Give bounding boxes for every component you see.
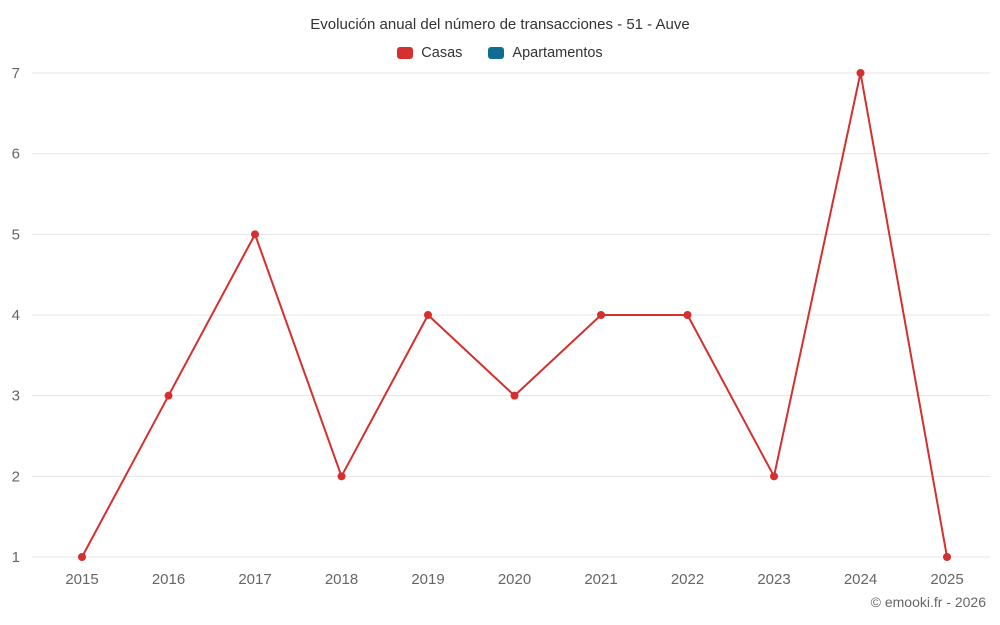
x-axis-label: 2024	[844, 571, 877, 588]
legend-label-casas: Casas	[421, 45, 463, 61]
x-axis-label: 2016	[152, 571, 185, 588]
x-axis-label: 2019	[411, 571, 444, 588]
legend-item-apartamentos[interactable]: Apartamentos	[488, 45, 603, 61]
data-point-casas-2018[interactable]	[337, 472, 346, 481]
y-axis-label: 5	[12, 226, 20, 243]
y-axis-label: 2	[12, 468, 20, 485]
data-point-casas-2020[interactable]	[510, 391, 519, 400]
y-axis-label: 7	[12, 65, 20, 82]
data-point-casas-2021[interactable]	[597, 311, 605, 319]
legend-item-casas[interactable]: Casas	[397, 45, 462, 61]
chart-title: Evolución anual del número de transaccio…	[310, 16, 690, 33]
x-axis-label: 2017	[238, 571, 271, 588]
x-axis-label: 2020	[498, 571, 531, 588]
data-point-casas-2017[interactable]	[251, 230, 259, 239]
copyright: © emooki.fr - 2026	[870, 594, 986, 610]
data-point-casas-2024[interactable]	[856, 69, 865, 77]
data-point-casas-2023[interactable]	[770, 472, 778, 481]
legend-label-apartamentos: Apartamentos	[512, 45, 603, 61]
data-point-casas-2022[interactable]	[683, 311, 692, 319]
data-point-casas-2016[interactable]	[164, 391, 173, 400]
data-point-casas-2025[interactable]	[943, 553, 951, 561]
y-axis-label: 3	[12, 388, 20, 405]
y-axis-label: 1	[12, 549, 20, 566]
y-axis-label: 4	[12, 307, 20, 324]
legend: Casas Apartamentos	[0, 45, 1000, 61]
x-axis-label: 2018	[325, 571, 358, 588]
data-point-casas-2015[interactable]	[78, 553, 86, 561]
y-axis-label: 6	[12, 146, 20, 163]
x-axis-label: 2023	[757, 571, 790, 588]
x-axis-label: 2025	[930, 571, 963, 588]
x-axis-label: 2021	[584, 571, 617, 588]
legend-swatch-apartamentos	[488, 47, 505, 59]
data-point-casas-2019[interactable]	[424, 311, 432, 319]
x-axis-label: 2022	[671, 571, 704, 588]
legend-swatch-casas	[397, 47, 414, 59]
x-axis-label: 2015	[65, 571, 98, 588]
